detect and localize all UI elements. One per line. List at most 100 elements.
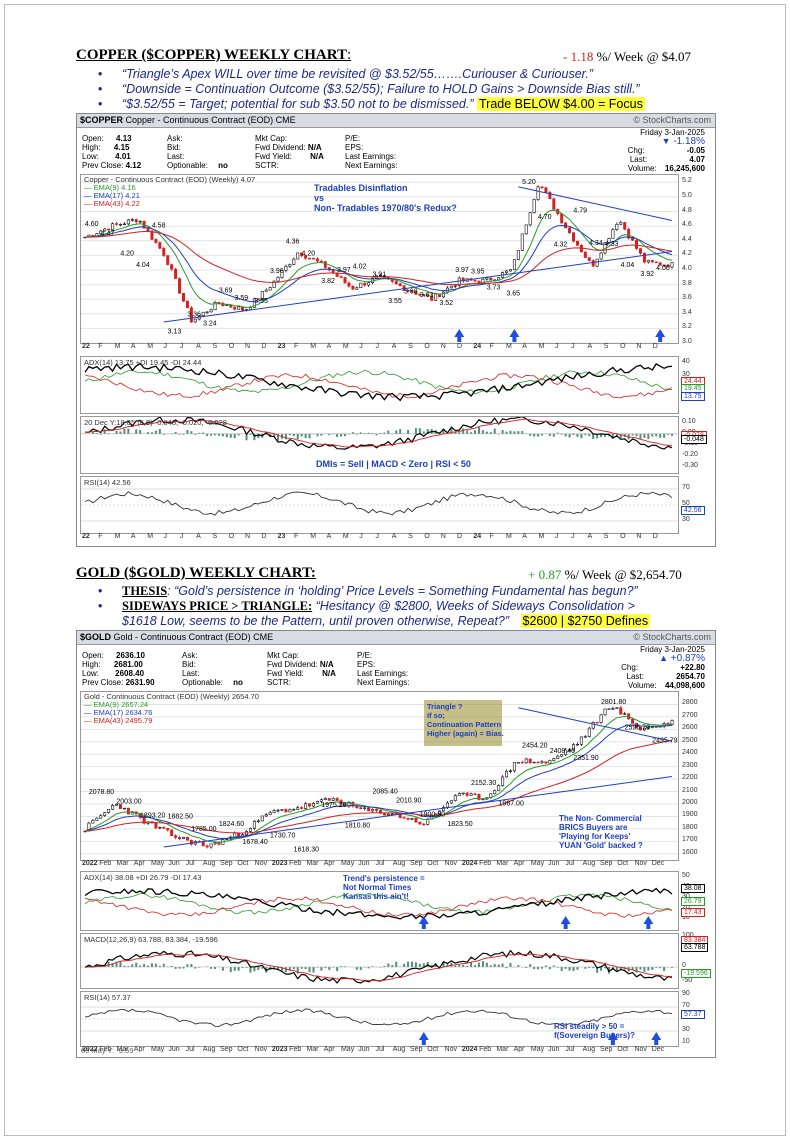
macd-histogram-bar: [659, 967, 662, 969]
candle-body: [540, 761, 544, 764]
candle-body: [237, 832, 241, 837]
gold-x-axis-bottom-tick: Apr: [513, 1046, 525, 1053]
candle-body: [296, 252, 300, 260]
candle-body: [209, 843, 213, 848]
copper-x-axis-bottom-tick: F: [489, 533, 494, 540]
candle-body: [248, 827, 252, 832]
macd-histogram-bar: [214, 967, 217, 969]
macd-histogram-bar: [395, 961, 398, 967]
copper-x-axis-bottom-tick: F: [98, 533, 103, 540]
gold-x-axis-bottom-tick: Mar: [496, 1046, 509, 1053]
gold-macd-value-tag: -19.596: [681, 968, 711, 978]
gold-x-axis-bottom-tick: Nov: [444, 1046, 457, 1053]
candle-body: [445, 802, 449, 808]
macd-histogram-bar: [103, 966, 106, 967]
macd-histogram-bar: [604, 433, 607, 437]
candle-body: [453, 285, 457, 287]
candle-body: [583, 736, 587, 738]
candle-body: [465, 792, 469, 796]
candle-body: [615, 224, 619, 230]
macd-histogram-bar: [540, 967, 543, 969]
gold-x-axis-tick: Jul: [185, 860, 195, 867]
candle-body: [189, 839, 193, 845]
macd-histogram-bar: [560, 967, 563, 972]
macd-histogram-bar: [150, 963, 153, 967]
candle-body: [646, 260, 650, 263]
plus-di-line: [84, 892, 673, 915]
candle-body: [363, 807, 367, 810]
candle-body: [292, 809, 296, 811]
price-label: 1975.20: [321, 802, 346, 809]
candle-body: [225, 304, 229, 306]
price-label: 3.91: [372, 272, 386, 279]
copper-x-axis-bottom-tick: N: [245, 533, 251, 540]
gold-adx-panel: ADX(14) 38.08 +DI 26.79 -DI 17.43 Trend'…: [80, 871, 679, 931]
gold-x-axis-bottom-tick: Apr: [133, 1046, 145, 1053]
copper-x-axis-bottom-tick: A: [196, 533, 201, 540]
candle-body: [300, 252, 304, 257]
price-label: 3.63: [420, 292, 434, 299]
macd-histogram-bar: [580, 433, 583, 439]
copper-x-axis-tick: J: [554, 343, 559, 350]
macd-histogram-bar: [190, 431, 193, 434]
macd-histogram-bar: [170, 966, 173, 967]
macd-histogram-bar: [529, 433, 532, 436]
macd-histogram-bar: [462, 964, 465, 967]
macd-histogram-bar: [87, 965, 90, 967]
copper-rsi-label: RSI(14) 42.56: [84, 478, 131, 487]
gold-x-axis-tick: Nov: [634, 860, 647, 867]
macd-histogram-bar: [316, 967, 319, 968]
copper-highlight: Trade BELOW $4.00 = Focus: [476, 97, 645, 111]
gold-x-axis-bottom-tick: Sep: [599, 1046, 613, 1053]
macd-histogram-bar: [336, 433, 339, 437]
macd-histogram-bar: [115, 961, 118, 967]
gold-price-axis-tick: 2400: [682, 749, 698, 757]
gold-x-axis-tick: Jul: [375, 860, 385, 867]
copper-x-axis-tick: A: [130, 343, 136, 350]
macd-histogram-bar: [564, 967, 567, 969]
candle-body: [256, 820, 260, 823]
candle-body: [264, 814, 268, 817]
macd-histogram-bar: [387, 963, 390, 967]
support-trendline: [163, 776, 673, 848]
macd-histogram-bar: [320, 433, 323, 436]
macd-histogram-bar: [521, 431, 524, 434]
macd-histogram-bar: [568, 433, 571, 438]
candle-body: [319, 799, 323, 802]
up-arrow-icon: [509, 329, 520, 342]
macd-histogram-bar: [619, 433, 622, 439]
gold-price-axis-tick: 2800: [682, 699, 698, 707]
price-label: 3.36: [187, 312, 201, 319]
candle-body: [166, 255, 170, 265]
macd-histogram-bar: [631, 433, 634, 436]
candle-body: [497, 785, 501, 791]
gold-x-axis-bottom-tick: Mar: [116, 1046, 129, 1053]
gold-rsi-axis-tick: 30: [682, 1026, 690, 1033]
macd-histogram-bar: [525, 967, 528, 968]
candle-body: [319, 260, 323, 263]
candle-body: [91, 820, 95, 824]
macd-histogram-bar: [560, 433, 563, 435]
candle-body: [493, 790, 497, 795]
macd-histogram-bar: [355, 967, 358, 970]
macd-histogram-bar: [292, 967, 295, 969]
macd-histogram-bar: [162, 433, 165, 435]
copper-x-axis-bottom-tick: M: [505, 533, 512, 540]
candle-body: [544, 761, 548, 764]
gold-triangle-note: Triangle ? If so; Continuation Pattern H…: [427, 702, 504, 738]
copper-x-axis-tick: F: [98, 343, 103, 350]
macd-histogram-bar: [91, 431, 94, 434]
copper-x-axis-bottom-tick: J: [571, 533, 575, 540]
gold-x-axis-bottom-tick: May: [340, 1046, 355, 1053]
macd-histogram-bar: [596, 433, 599, 439]
candle-body: [233, 306, 237, 310]
gold-week-change: + 0.87 %/ Week @ $2,654.70: [528, 567, 682, 582]
gold-trend-note: Trend's persistence = Not Normal Times K…: [343, 874, 425, 901]
candle-body: [422, 294, 426, 296]
candle-body: [280, 809, 284, 811]
macd-histogram-bar: [336, 967, 339, 971]
copper-x-axis-bottom-tick: 23: [277, 533, 286, 540]
gold-x-axis-tick: Nov: [444, 860, 457, 867]
candle-body: [115, 804, 119, 806]
candle-body: [178, 278, 182, 294]
